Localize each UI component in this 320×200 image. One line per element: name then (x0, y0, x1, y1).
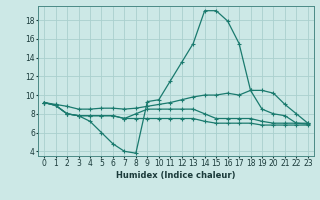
X-axis label: Humidex (Indice chaleur): Humidex (Indice chaleur) (116, 171, 236, 180)
